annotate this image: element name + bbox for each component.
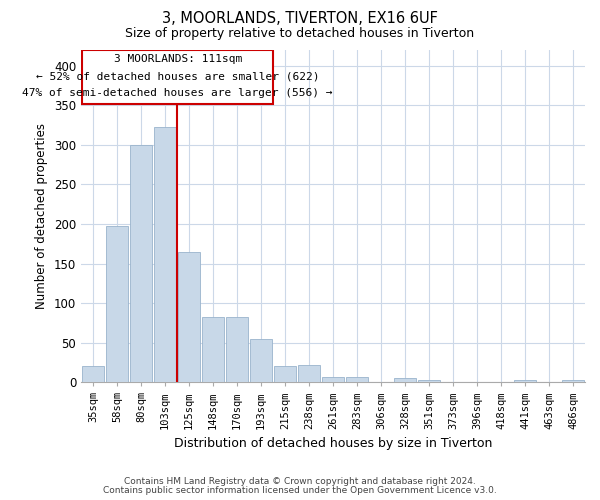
Text: 47% of semi-detached houses are larger (556) →: 47% of semi-detached houses are larger (… — [22, 88, 333, 98]
Bar — [418, 380, 440, 382]
Bar — [154, 126, 176, 382]
Text: Contains HM Land Registry data © Crown copyright and database right 2024.: Contains HM Land Registry data © Crown c… — [124, 477, 476, 486]
Bar — [322, 376, 344, 382]
Text: Size of property relative to detached houses in Tiverton: Size of property relative to detached ho… — [125, 28, 475, 40]
Bar — [106, 226, 128, 382]
Bar — [202, 316, 224, 382]
Y-axis label: Number of detached properties: Number of detached properties — [35, 123, 49, 309]
Bar — [82, 366, 104, 382]
Bar — [250, 338, 272, 382]
X-axis label: Distribution of detached houses by size in Tiverton: Distribution of detached houses by size … — [174, 437, 492, 450]
Bar — [82, 50, 273, 104]
Bar — [226, 316, 248, 382]
Bar — [562, 380, 584, 382]
Bar — [298, 364, 320, 382]
Bar — [274, 366, 296, 382]
Bar — [394, 378, 416, 382]
Text: Contains public sector information licensed under the Open Government Licence v3: Contains public sector information licen… — [103, 486, 497, 495]
Text: ← 52% of detached houses are smaller (622): ← 52% of detached houses are smaller (62… — [36, 71, 319, 81]
Bar — [178, 252, 200, 382]
Bar — [514, 380, 536, 382]
Text: 3, MOORLANDS, TIVERTON, EX16 6UF: 3, MOORLANDS, TIVERTON, EX16 6UF — [162, 11, 438, 26]
Text: 3 MOORLANDS: 111sqm: 3 MOORLANDS: 111sqm — [113, 54, 242, 64]
Bar — [130, 145, 152, 382]
Bar — [346, 376, 368, 382]
